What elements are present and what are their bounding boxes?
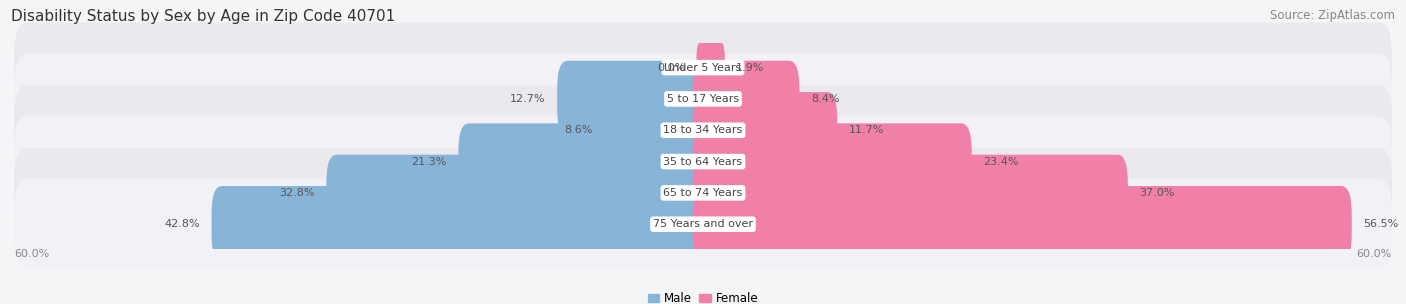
Text: Under 5 Years: Under 5 Years (665, 63, 741, 73)
FancyBboxPatch shape (14, 85, 1392, 175)
FancyBboxPatch shape (14, 179, 1392, 269)
FancyBboxPatch shape (693, 92, 838, 168)
FancyBboxPatch shape (326, 155, 713, 231)
Text: 75 Years and over: 75 Years and over (652, 219, 754, 229)
FancyBboxPatch shape (211, 186, 713, 262)
Text: 23.4%: 23.4% (983, 157, 1019, 167)
FancyBboxPatch shape (14, 54, 1392, 144)
FancyBboxPatch shape (693, 123, 972, 200)
Text: 8.4%: 8.4% (811, 94, 839, 104)
Text: 18 to 34 Years: 18 to 34 Years (664, 125, 742, 135)
Text: 60.0%: 60.0% (14, 249, 49, 259)
Text: Disability Status by Sex by Age in Zip Code 40701: Disability Status by Sex by Age in Zip C… (11, 9, 395, 24)
Text: 5 to 17 Years: 5 to 17 Years (666, 94, 740, 104)
Text: 12.7%: 12.7% (510, 94, 546, 104)
Text: 60.0%: 60.0% (1357, 249, 1392, 259)
Text: 37.0%: 37.0% (1139, 188, 1174, 198)
FancyBboxPatch shape (14, 116, 1392, 207)
FancyBboxPatch shape (693, 61, 800, 137)
Text: 0.0%: 0.0% (658, 63, 686, 73)
Text: 8.6%: 8.6% (564, 125, 593, 135)
FancyBboxPatch shape (14, 22, 1392, 113)
Text: Source: ZipAtlas.com: Source: ZipAtlas.com (1270, 9, 1395, 22)
Text: 65 to 74 Years: 65 to 74 Years (664, 188, 742, 198)
FancyBboxPatch shape (605, 92, 713, 168)
Text: 11.7%: 11.7% (849, 125, 884, 135)
Text: 35 to 64 Years: 35 to 64 Years (664, 157, 742, 167)
Text: 42.8%: 42.8% (165, 219, 200, 229)
Legend: Male, Female: Male, Female (643, 287, 763, 304)
Text: 56.5%: 56.5% (1364, 219, 1399, 229)
FancyBboxPatch shape (14, 148, 1392, 238)
Text: 32.8%: 32.8% (280, 188, 315, 198)
FancyBboxPatch shape (458, 123, 713, 200)
FancyBboxPatch shape (693, 155, 1128, 231)
Text: 1.9%: 1.9% (737, 63, 765, 73)
FancyBboxPatch shape (693, 186, 1351, 262)
FancyBboxPatch shape (557, 61, 713, 137)
FancyBboxPatch shape (696, 40, 725, 95)
Text: 21.3%: 21.3% (412, 157, 447, 167)
